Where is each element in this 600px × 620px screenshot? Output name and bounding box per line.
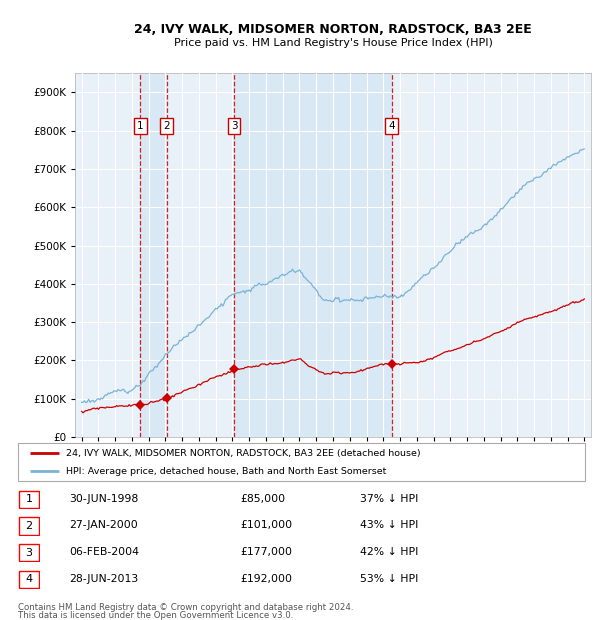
Text: 1: 1 [137,121,143,131]
Bar [234,73,392,437]
Text: £101,000: £101,000 [240,520,292,531]
Text: 24, IVY WALK, MIDSOMER NORTON, RADSTOCK, BA3 2EE (detached house): 24, IVY WALK, MIDSOMER NORTON, RADSTOCK,… [66,449,421,458]
Text: 4: 4 [26,574,32,584]
Text: 2: 2 [163,121,170,131]
Text: 30-JUN-1998: 30-JUN-1998 [69,494,138,504]
Text: 53% ↓ HPI: 53% ↓ HPI [360,574,418,584]
Text: HPI: Average price, detached house, Bath and North East Somerset: HPI: Average price, detached house, Bath… [66,467,386,476]
Text: £192,000: £192,000 [240,574,292,584]
FancyBboxPatch shape [18,443,585,480]
Text: 06-FEB-2004: 06-FEB-2004 [69,547,139,557]
Text: 28-JUN-2013: 28-JUN-2013 [69,574,138,584]
Text: 37% ↓ HPI: 37% ↓ HPI [360,494,418,504]
Text: 1: 1 [26,494,32,504]
FancyBboxPatch shape [19,544,39,561]
Text: 3: 3 [26,547,32,557]
FancyBboxPatch shape [19,570,39,588]
Text: £177,000: £177,000 [240,547,292,557]
Text: 24, IVY WALK, MIDSOMER NORTON, RADSTOCK, BA3 2EE: 24, IVY WALK, MIDSOMER NORTON, RADSTOCK,… [134,23,532,35]
Text: £85,000: £85,000 [240,494,285,504]
FancyBboxPatch shape [19,517,39,534]
Text: 43% ↓ HPI: 43% ↓ HPI [360,520,418,531]
Text: 3: 3 [231,121,238,131]
Bar [140,73,167,437]
Text: This data is licensed under the Open Government Licence v3.0.: This data is licensed under the Open Gov… [18,611,293,620]
Text: Price paid vs. HM Land Registry's House Price Index (HPI): Price paid vs. HM Land Registry's House … [173,38,493,48]
Text: 2: 2 [26,521,32,531]
Text: 42% ↓ HPI: 42% ↓ HPI [360,547,418,557]
Text: 4: 4 [388,121,395,131]
Text: Contains HM Land Registry data © Crown copyright and database right 2024.: Contains HM Land Registry data © Crown c… [18,603,353,612]
FancyBboxPatch shape [19,490,39,508]
Text: 27-JAN-2000: 27-JAN-2000 [69,520,138,531]
